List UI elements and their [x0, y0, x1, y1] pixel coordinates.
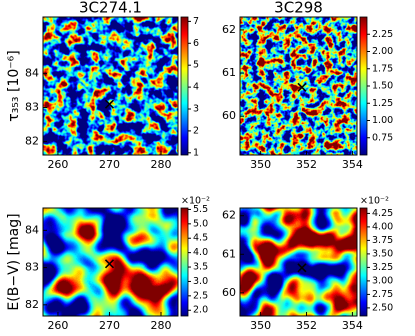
y-axis-label: τ₃₅₃ [10⁻⁶] — [6, 50, 22, 121]
x-tick-label: 280 — [150, 158, 171, 171]
marker — [297, 263, 307, 273]
marker — [104, 99, 115, 109]
colorbar-tick-label: 3.5 — [193, 262, 208, 273]
colorbar — [180, 207, 189, 317]
colorbar-tick-label: 5 — [193, 60, 199, 71]
colorbar-tick-label: 2.25 — [372, 29, 393, 40]
colorbar-tick-label: 4.0 — [193, 247, 208, 258]
colorbar-tick-label: 2.75 — [372, 289, 393, 300]
colorbar-tick-label: 3.75 — [372, 235, 393, 246]
marker — [104, 259, 115, 269]
x-tick-label: 352 — [296, 158, 317, 171]
x-tick-label: 270 — [99, 158, 120, 171]
colorbar-tick-label: 2.50 — [372, 302, 393, 313]
colorbar-tick-label: 1.25 — [372, 98, 393, 109]
x-tick-label: 280 — [150, 319, 171, 332]
colorbar-tick-label: 6 — [193, 38, 199, 49]
colorbar-tick-label: 1.75 — [372, 63, 393, 74]
plot-frame — [239, 207, 358, 317]
y-axis-label: E(B−V) [mag] — [6, 213, 22, 310]
colorbar-tick-label: 5.5 — [193, 204, 208, 215]
colorbar-tick-label: 1 — [193, 147, 199, 158]
y-tick-label: 61 — [222, 247, 236, 260]
x-tick-label: 354 — [342, 319, 363, 332]
colorbar-tick-label: 1.50 — [372, 81, 393, 92]
colorbar-tick-label: 5.0 — [193, 218, 208, 229]
plot-frame — [42, 207, 179, 317]
y-tick-label: 84 — [25, 223, 39, 236]
plot-frame — [239, 16, 358, 156]
colorbar-tick-label: 2 — [193, 125, 199, 136]
colorbar-tick-label: 4 — [193, 82, 199, 93]
y-tick-label: 82 — [25, 298, 39, 311]
y-tick-label: 60 — [222, 109, 236, 122]
x-tick-label: 270 — [99, 319, 120, 332]
colorbar — [359, 207, 368, 317]
colorbar-offset: ×10⁻² — [181, 196, 210, 207]
colorbar-offset: ×10⁻² — [360, 196, 389, 207]
panel-title: 3C298 — [274, 0, 323, 17]
y-tick-label: 61 — [222, 66, 236, 79]
y-tick-label: 83 — [25, 261, 39, 274]
y-tick-label: 83 — [25, 101, 39, 114]
colorbar-tick-label: 2.5 — [193, 290, 208, 301]
x-tick-label: 352 — [296, 319, 317, 332]
colorbar-tick-label: 0.75 — [372, 132, 393, 143]
y-tick-label: 84 — [25, 67, 39, 80]
x-tick-label: 350 — [250, 158, 271, 171]
colorbar-tick-label: 1.00 — [372, 115, 393, 126]
y-tick-label: 62 — [222, 209, 236, 222]
x-tick-label: 354 — [342, 158, 363, 171]
colorbar-tick-label: 4.5 — [193, 233, 208, 244]
colorbar-tick-label: 2.0 — [193, 305, 208, 316]
y-tick-label: 82 — [25, 134, 39, 147]
x-tick-label: 260 — [47, 319, 68, 332]
colorbar-tick-label: 2.00 — [372, 46, 393, 57]
y-tick-label: 62 — [222, 23, 236, 36]
colorbar-tick-label: 3.50 — [372, 248, 393, 259]
colorbar-tick-label: 3.00 — [372, 275, 393, 286]
marker — [297, 82, 307, 92]
colorbar — [180, 16, 189, 156]
colorbar-tick-label: 3 — [193, 104, 199, 115]
x-tick-label: 350 — [250, 319, 271, 332]
colorbar-tick-label: 4.25 — [372, 208, 393, 219]
colorbar — [359, 16, 368, 156]
y-tick-label: 60 — [222, 286, 236, 299]
plot-frame — [42, 16, 179, 156]
x-tick-label: 260 — [47, 158, 68, 171]
colorbar-tick-label: 4.00 — [372, 221, 393, 232]
colorbar-tick-label: 7 — [193, 16, 199, 27]
colorbar-tick-label: 3.0 — [193, 276, 208, 287]
map-image — [43, 17, 178, 155]
map-image — [240, 17, 357, 155]
map-image — [240, 208, 357, 316]
colorbar-tick-label: 3.25 — [372, 262, 393, 273]
panel-title: 3C274.1 — [79, 0, 142, 17]
